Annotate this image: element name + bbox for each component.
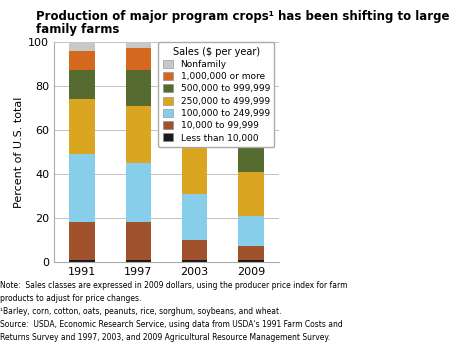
Bar	[126, 70, 151, 106]
Bar	[182, 240, 207, 260]
Bar	[182, 194, 207, 240]
Bar	[238, 216, 264, 246]
Bar	[238, 42, 264, 53]
Bar	[69, 260, 95, 262]
Text: Returns Survey and 1997, 2003, and 2009 Agricultural Resource Management Survey.: Returns Survey and 1997, 2003, and 2009 …	[0, 333, 330, 342]
Bar	[69, 51, 95, 70]
Bar	[126, 163, 151, 222]
Bar	[69, 70, 95, 99]
Bar	[69, 42, 95, 51]
Text: ¹Barley, corn, cotton, oats, peanuts, rice, sorghum, soybeans, and wheat.: ¹Barley, corn, cotton, oats, peanuts, ri…	[0, 307, 282, 316]
Bar	[182, 141, 207, 194]
Bar	[182, 90, 207, 141]
Text: products to adjust for price changes.: products to adjust for price changes.	[0, 294, 141, 303]
Bar	[238, 246, 264, 260]
Bar	[126, 260, 151, 262]
Bar	[182, 51, 207, 90]
Bar	[182, 260, 207, 262]
Bar	[126, 49, 151, 70]
Bar	[238, 172, 264, 216]
Bar	[238, 110, 264, 172]
Bar	[126, 42, 151, 49]
Text: family farms: family farms	[36, 23, 119, 36]
Text: Note:  Sales classes are expressed in 2009 dollars, using the producer price ind: Note: Sales classes are expressed in 200…	[0, 281, 347, 290]
Bar	[126, 222, 151, 260]
Bar	[69, 99, 95, 154]
Bar	[182, 42, 207, 51]
Bar	[69, 222, 95, 260]
Bar	[238, 53, 264, 110]
Bar	[126, 106, 151, 163]
Text: Source:  USDA, Economic Research Service, using data from USDA's 1991 Farm Costs: Source: USDA, Economic Research Service,…	[0, 320, 343, 329]
Bar	[69, 154, 95, 222]
Legend: Nonfamily, 1,000,000 or more, 500,000 to 999,999, 250,000 to 499,999, 100,000 to: Nonfamily, 1,000,000 or more, 500,000 to…	[158, 42, 274, 147]
Text: Production of major program crops¹ has been shifting to larger: Production of major program crops¹ has b…	[36, 10, 450, 23]
Bar	[238, 260, 264, 262]
Y-axis label: Percent of U.S. total: Percent of U.S. total	[14, 96, 24, 208]
